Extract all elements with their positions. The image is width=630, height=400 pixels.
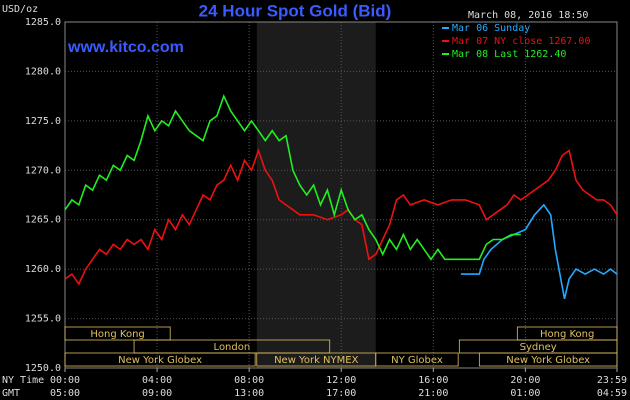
x2-tick-label: 01:00: [510, 388, 540, 399]
session-box: [64, 326, 171, 341]
x-row-label: NY Time: [2, 375, 44, 386]
session-label: New York Globex: [506, 355, 590, 366]
x-tick-label: 20:00: [510, 375, 540, 386]
y-tick-label: 1270.0: [25, 165, 61, 176]
series-line: [460, 203, 618, 299]
y-tick-label: 1280.0: [25, 66, 61, 77]
session-label: Hong Kong: [90, 329, 144, 340]
y-tick-label: 1275.0: [25, 116, 61, 127]
y-tick-label: 1265.0: [25, 215, 61, 226]
x2-tick-label: 13:00: [234, 388, 264, 399]
x-tick-label: 08:00: [234, 375, 264, 386]
x-tick-label: 16:00: [418, 375, 448, 386]
session-box: [64, 352, 256, 367]
session-label: NY Globex: [391, 355, 443, 366]
x-tick-label: 04:00: [142, 375, 172, 386]
x-tick-label: 00:00: [50, 375, 80, 386]
series-line: [64, 148, 618, 286]
session-box: [478, 352, 618, 367]
y-tick-label: 1260.0: [25, 264, 61, 275]
timestamp: March 08, 2016 18:50: [468, 10, 588, 21]
session-label: London: [214, 342, 251, 353]
session-box: [375, 352, 459, 367]
unit-label: USD/oz: [2, 4, 38, 15]
session-label: New York NYMEX: [274, 355, 359, 366]
x2-tick-label: 05:00: [50, 388, 80, 399]
legend-label: Mar 08 Last 1262.40: [452, 49, 566, 60]
x2-tick-label: 04:59: [597, 388, 627, 399]
session-label: Hong Kong: [540, 329, 594, 340]
session-label: Sydney: [520, 342, 557, 353]
plot-frame: [64, 21, 618, 369]
x2-tick-label: 17:00: [326, 388, 356, 399]
chart-title: 24 Hour Spot Gold (Bid): [199, 1, 392, 20]
y-tick-label: 1250.0: [25, 363, 61, 374]
series-line: [64, 93, 521, 261]
site-label: www.kitco.com: [67, 39, 184, 56]
y-tick-label: 1255.0: [25, 314, 61, 325]
x2-tick-label: 21:00: [418, 388, 448, 399]
y-tick-label: 1285.0: [25, 17, 61, 28]
x-tick-label: 12:00: [326, 375, 356, 386]
x2-row-label: GMT: [2, 388, 20, 399]
session-label: New York Globex: [118, 355, 202, 366]
x-tick-label: 23:59: [597, 375, 627, 386]
legend-label: Mar 07 NY close 1267.00: [452, 36, 590, 47]
x2-tick-label: 09:00: [142, 388, 172, 399]
legend-label: Mar 06 Sunday: [452, 23, 530, 34]
